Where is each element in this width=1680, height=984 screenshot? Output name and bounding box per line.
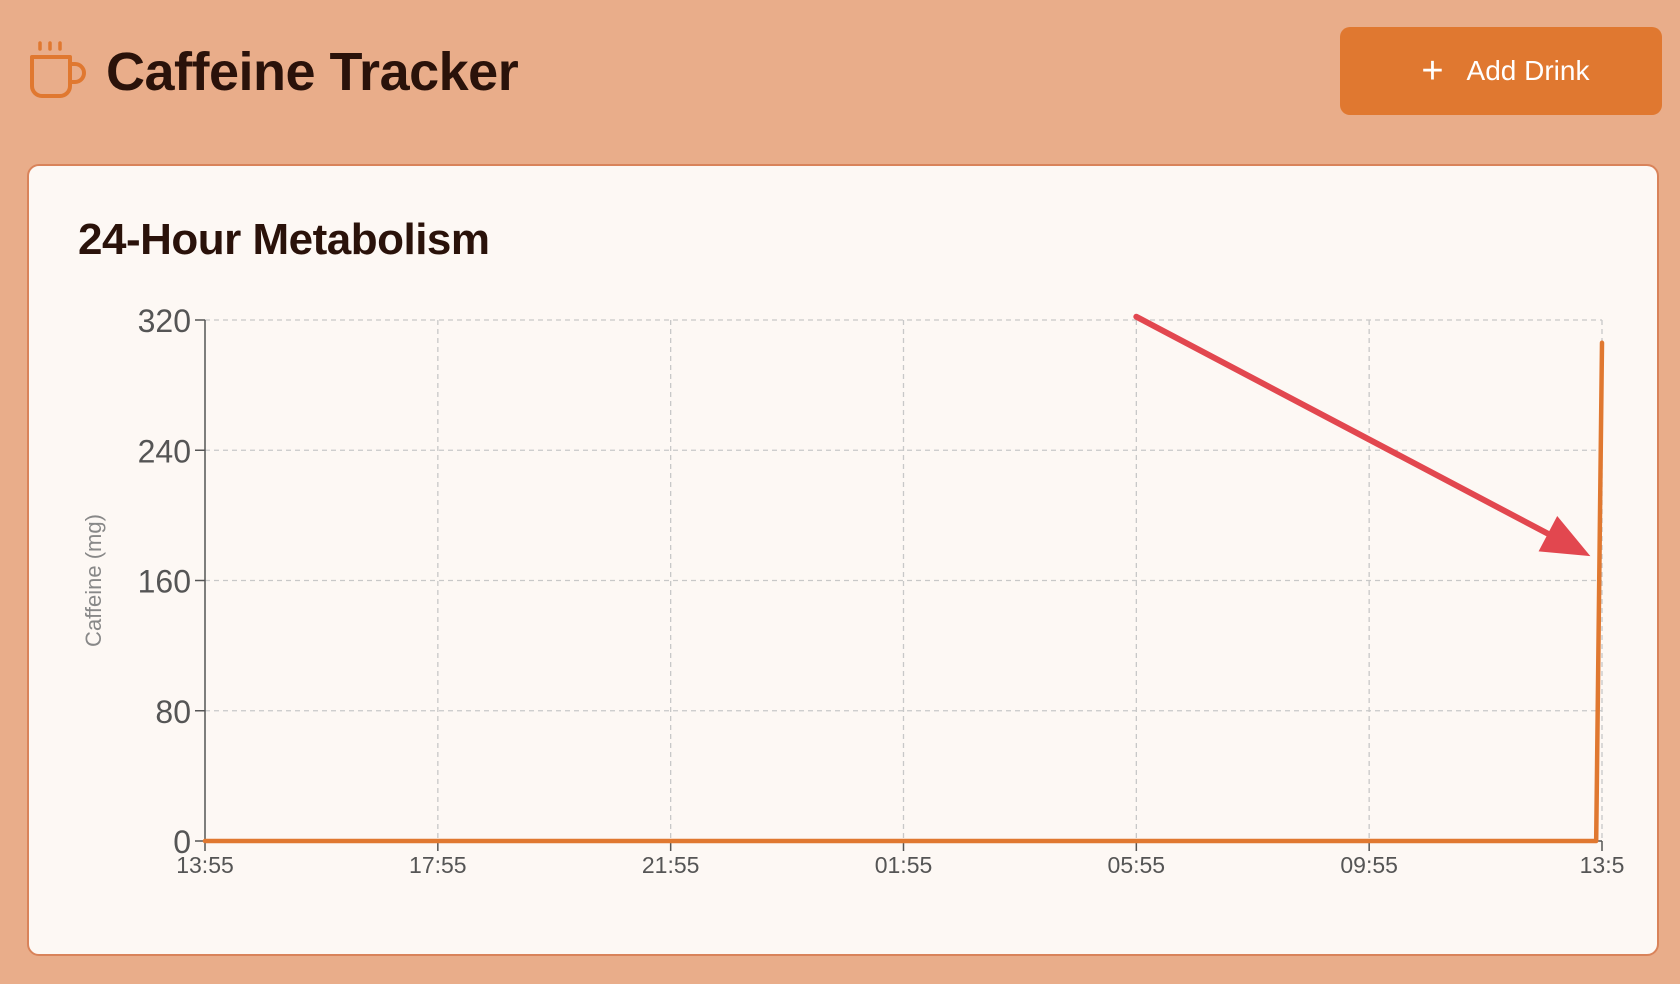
y-tick-label: 0 [173, 824, 191, 860]
y-tick-label: 160 [138, 564, 191, 600]
y-tick-label: 80 [155, 694, 191, 730]
y-tick-label: 240 [138, 433, 191, 469]
x-tick-label: 13:5 [1580, 852, 1625, 878]
caffeine-series-line [202, 340, 1605, 844]
header: Caffeine Tracker + Add Drink [0, 0, 1680, 145]
x-tick-label: 01:55 [875, 852, 933, 878]
annotation-arrow-shaft [1133, 313, 1553, 538]
card-title: 24-Hour Metabolism [78, 215, 490, 264]
coffee-cup-icon [30, 41, 86, 98]
y-axis-label: Caffeine (mg) [81, 514, 106, 647]
x-tick-label: 17:55 [409, 852, 467, 878]
x-tick-label: 21:55 [642, 852, 700, 878]
metabolism-card: 24-Hour Metabolism 0 80 160 240 320 13:55 17:5… [27, 164, 1659, 956]
plus-icon: + [1421, 50, 1444, 92]
add-drink-button[interactable]: + Add Drink [1340, 27, 1662, 115]
app-title: Caffeine Tracker [106, 42, 519, 102]
metabolism-chart: 0 80 160 240 320 13:55 17:55 21:55 01:55 05:55 09:… [81, 303, 1625, 878]
y-tick-label: 320 [138, 303, 191, 339]
x-tick-label: 13:55 [176, 852, 234, 878]
annotation-arrow-head [1538, 516, 1591, 557]
x-tick-label: 05:55 [1108, 852, 1166, 878]
add-drink-label: Add Drink [1466, 55, 1590, 86]
x-tick-label: 09:55 [1340, 852, 1398, 878]
